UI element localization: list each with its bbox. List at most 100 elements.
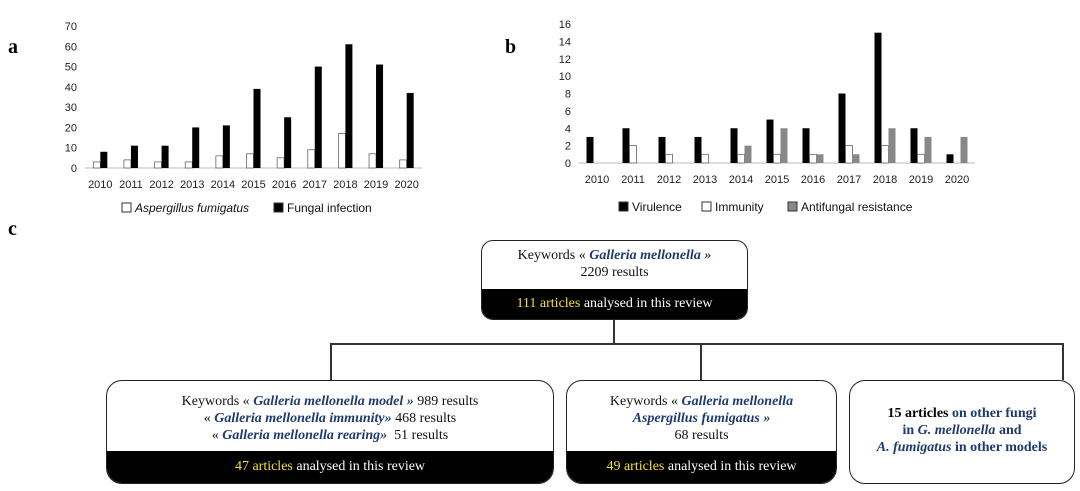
- box2-line1-prefix: Keywords «: [609, 394, 682, 409]
- box-aspergillus: Keywords « Galleria mellonella Aspergill…: [566, 380, 837, 484]
- legend-swatch: [618, 201, 629, 212]
- legend-swatch: [121, 202, 132, 213]
- box1-rearing-results: 51 results: [387, 428, 449, 443]
- x-tick-label: 2013: [693, 174, 717, 186]
- y-tick-label: 6: [565, 106, 571, 118]
- bar: [701, 153, 709, 164]
- bar: [888, 128, 896, 163]
- box1-model-results: 989 results: [413, 394, 479, 409]
- bar: [737, 153, 745, 164]
- bar: [154, 161, 162, 169]
- legend-swatch: [701, 201, 712, 212]
- x-tick-label: 2010: [88, 179, 112, 191]
- bar: [276, 157, 285, 169]
- box3-other-models-text: in other models: [951, 440, 1048, 455]
- bar: [123, 159, 132, 169]
- legend-swatch: [273, 202, 284, 213]
- y-tick-label: 40: [65, 82, 77, 94]
- box1-line3-prefix: «: [211, 428, 223, 443]
- x-tick-label: 2015: [765, 174, 789, 186]
- box2-keyword-galleria: Galleria mellonella: [681, 394, 794, 409]
- bar: [960, 136, 968, 163]
- legend-label: Aspergillus fumigatus: [134, 201, 249, 215]
- connector-vertical-1: [330, 343, 332, 380]
- x-tick-label: 2020: [394, 179, 418, 191]
- bar: [184, 161, 193, 169]
- bar: [284, 117, 292, 168]
- y-tick-label: 20: [65, 122, 77, 134]
- panel-label-c: c: [8, 218, 17, 240]
- bar: [881, 145, 889, 164]
- panel-label-a: a: [8, 36, 18, 58]
- x-tick-label: 2015: [241, 179, 265, 191]
- y-tick-label: 70: [65, 21, 77, 33]
- legend-label: Virulence: [632, 200, 682, 214]
- box2-analysed-bar: 49 articles analysed in this review: [567, 451, 836, 483]
- x-tick-label: 2016: [272, 179, 296, 191]
- bar: [802, 128, 810, 163]
- box-other-fungi: 15 articles on other fungi in G. mellone…: [849, 380, 1075, 484]
- y-tick-label: 8: [565, 89, 571, 101]
- root-analysed-bar: 111 articles analysed in this review: [482, 289, 747, 319]
- root-results: 2209 results: [580, 265, 649, 280]
- bar: [399, 159, 408, 169]
- bar: [629, 145, 637, 164]
- bar: [946, 154, 954, 163]
- box2-analysed-text: analysed in this review: [664, 459, 797, 474]
- root-analysed-text: analysed in this review: [580, 296, 713, 311]
- box2-results: 68 results: [674, 428, 729, 443]
- bar: [622, 128, 630, 163]
- root-box: Keywords « Galleria mellonella » 2209 re…: [481, 240, 748, 320]
- legend-label: Antifungal resistance: [801, 200, 913, 214]
- y-tick-label: 0: [71, 163, 77, 175]
- bar: [910, 128, 918, 163]
- bar: [917, 153, 925, 164]
- bar: [246, 153, 254, 169]
- y-tick-label: 4: [565, 123, 571, 135]
- bar: [845, 145, 853, 164]
- x-tick-label: 2019: [909, 174, 933, 186]
- bar: [694, 136, 702, 163]
- x-tick-label: 2012: [149, 179, 173, 191]
- bar: [744, 145, 752, 163]
- connector-vertical-root: [613, 320, 615, 344]
- bar: [586, 136, 594, 163]
- y-tick-label: 14: [559, 36, 571, 48]
- chart-b: 0 2 4 6 8 10 12 14 16 2010 2011 2012 2013 2014 2015 201…: [559, 19, 975, 214]
- bar: [780, 128, 788, 163]
- bar: [215, 155, 224, 169]
- box1-analysed-bar: 47 articles analysed in this review: [107, 451, 553, 483]
- bar: [376, 64, 384, 168]
- y-tick-label: 10: [559, 71, 571, 83]
- bar: [730, 128, 738, 163]
- bar: [192, 127, 200, 168]
- box2-article-count: 49 articles: [606, 459, 665, 474]
- legend-swatch: [787, 201, 798, 212]
- x-tick-label: 2012: [657, 174, 681, 186]
- x-tick-label: 2018: [873, 174, 897, 186]
- bar: [406, 92, 414, 168]
- x-tick-label: 2016: [801, 174, 825, 186]
- panel-label-b: b: [505, 36, 517, 58]
- box1-keyword-rearing: Galleria mellonella rearing»: [222, 428, 388, 443]
- bar: [816, 154, 824, 163]
- box1-immunity-results: 468 results: [391, 411, 457, 426]
- connector-vertical-3: [1062, 343, 1064, 380]
- root-keyword-prefix: Keywords «: [517, 248, 590, 263]
- legend-label: Fungal infection: [287, 201, 372, 215]
- root-keyword: Galleria mellonella »: [589, 248, 712, 263]
- x-tick-label: 2020: [945, 174, 969, 186]
- box1-analysed-text: analysed in this review: [292, 459, 426, 474]
- bar: [874, 32, 882, 163]
- box3-keyword-aspergillus: A. fumigatus: [876, 440, 952, 455]
- bar: [345, 44, 353, 168]
- bar: [773, 153, 781, 164]
- bar: [838, 93, 846, 163]
- x-tick-label: 2014: [729, 174, 753, 186]
- x-tick-label: 2018: [333, 179, 357, 191]
- box1-line2-prefix: «: [203, 411, 215, 426]
- bar: [130, 145, 138, 168]
- x-tick-label: 2014: [211, 179, 235, 191]
- y-tick-label: 10: [65, 143, 77, 155]
- box1-keyword-model: Galleria mellonella model »: [253, 394, 414, 409]
